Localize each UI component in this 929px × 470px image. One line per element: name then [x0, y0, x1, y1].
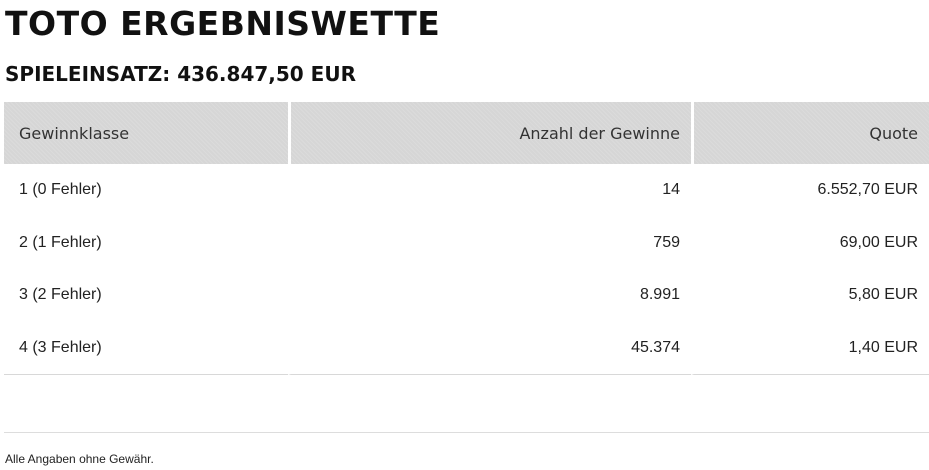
stake-summary: SPIELEINSATZ: 436.847,50 EUR [5, 62, 356, 86]
cell-anzahl: 45.374 [288, 321, 691, 375]
page-title: TOTO ERGEBNISWETTE [5, 4, 441, 43]
disclaimer-text: Alle Angaben ohne Gewähr. [5, 452, 154, 466]
table-row: 4 (3 Fehler) 45.374 1,40 EUR [4, 321, 929, 375]
cell-quote: 69,00 EUR [691, 216, 929, 269]
table-header-row: Gewinnklasse Anzahl der Gewinne Quote [4, 102, 929, 164]
results-table: Gewinnklasse Anzahl der Gewinne Quote 1 … [4, 102, 929, 375]
table-row: 1 (0 Fehler) 14 6.552,70 EUR [4, 164, 929, 217]
column-header-gewinnklasse: Gewinnklasse [4, 102, 288, 164]
table-row: 3 (2 Fehler) 8.991 5,80 EUR [4, 269, 929, 322]
cell-quote: 5,80 EUR [691, 269, 929, 322]
footer-divider [4, 432, 929, 433]
cell-gewinnklasse: 2 (1 Fehler) [19, 233, 102, 251]
cell-gewinnklasse: 4 (3 Fehler) [4, 322, 288, 375]
cell-anzahl: 759 [288, 216, 691, 269]
cell-quote: 6.552,70 EUR [691, 164, 929, 217]
cell-anzahl: 14 [288, 164, 691, 217]
cell-quote: 1,40 EUR [691, 321, 929, 375]
cell-anzahl: 8.991 [288, 269, 691, 322]
column-header-quote: Quote [691, 102, 929, 164]
cell-gewinnklasse: 1 (0 Fehler) [19, 181, 102, 199]
table-row: 2 (1 Fehler) 759 69,00 EUR [4, 216, 929, 269]
column-header-anzahl: Anzahl der Gewinne [288, 102, 691, 164]
cell-gewinnklasse: 3 (2 Fehler) [19, 286, 102, 304]
